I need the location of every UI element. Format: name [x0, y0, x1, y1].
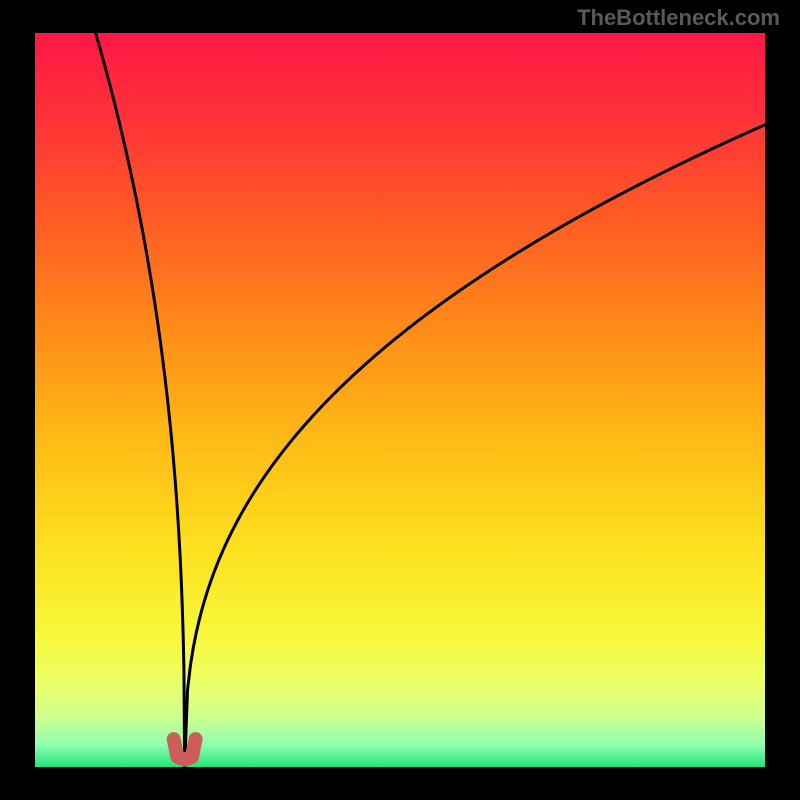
watermark-text: TheBottleneck.com — [577, 5, 780, 31]
bottleneck-curve-chart — [35, 33, 765, 767]
